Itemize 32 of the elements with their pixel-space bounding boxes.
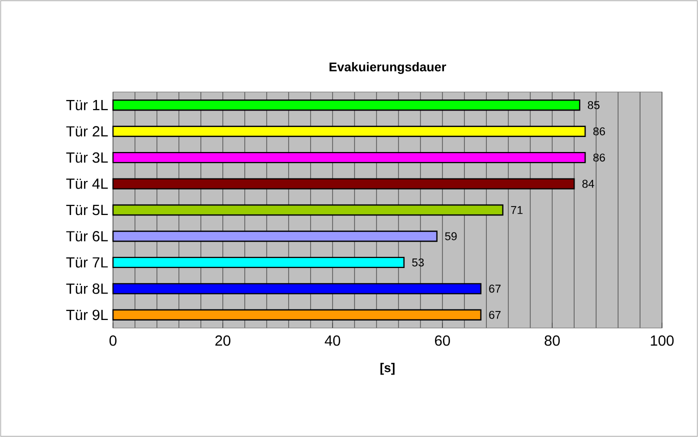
y-tick-label: Tür 8L: [66, 283, 108, 294]
y-tick-label: Tür 2L: [66, 126, 108, 137]
bar: [112, 230, 438, 242]
x-axis-title: [s]: [380, 362, 395, 375]
data-label: 53: [412, 258, 424, 266]
x-tick-label: 40: [324, 335, 340, 346]
y-tick-label: Tür 9L: [66, 310, 108, 320]
data-label: 59: [445, 232, 457, 240]
x-tick-label: 100: [650, 335, 674, 346]
bar: [112, 152, 586, 164]
bar: [112, 204, 504, 216]
y-tick-label: Tür 7L: [66, 257, 108, 268]
y-tick-label: Tür 5L: [66, 204, 108, 216]
data-label: 71: [511, 206, 523, 214]
bar: [112, 309, 482, 320]
bar: [112, 283, 482, 294]
data-label: 67: [489, 310, 501, 319]
y-tick-label: Tür 4L: [66, 178, 108, 189]
chart-title: Evakuierungsdauer: [330, 62, 446, 74]
y-tick-label: Tür 3L: [66, 152, 108, 163]
bar: [112, 256, 405, 268]
x-tick-label: 60: [435, 335, 450, 346]
y-tick-label: Tür 6L: [66, 231, 108, 242]
bar: [112, 100, 580, 111]
bar: [112, 126, 586, 137]
bar: [112, 178, 575, 190]
data-label: 67: [489, 284, 501, 293]
y-tick-label: Tür 1L: [66, 100, 108, 110]
data-label: 84: [582, 180, 594, 188]
x-tick-label: 80: [544, 335, 560, 346]
x-tick-label: 20: [215, 335, 230, 346]
x-tick-label: 0: [109, 335, 116, 346]
